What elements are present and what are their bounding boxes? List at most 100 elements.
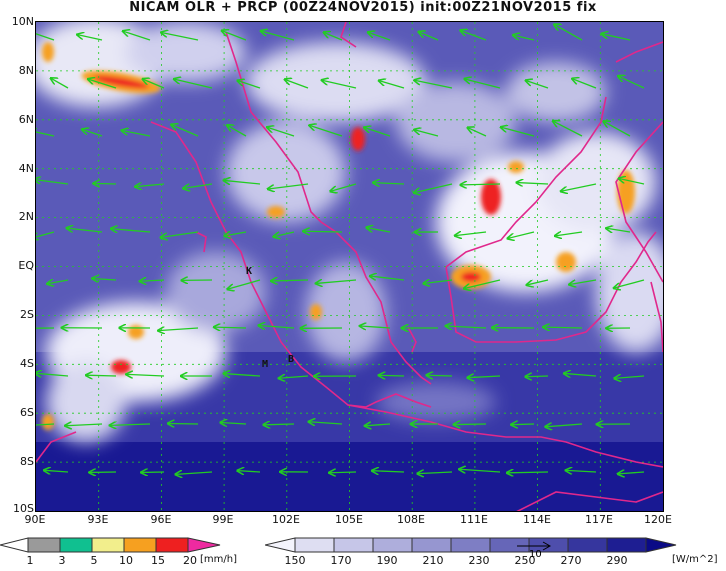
- wind-vector-arrow: [553, 121, 583, 137]
- wind-vector-arrow: [360, 326, 391, 328]
- wind-vector-arrow: [459, 469, 501, 472]
- wind-vector-arrow: [461, 184, 501, 185]
- wind-vector-arrow: [222, 31, 247, 41]
- olr-tick: 290: [606, 554, 628, 567]
- wind-vector-arrow: [618, 76, 645, 89]
- wind-vector-arrow: [364, 127, 391, 137]
- wind-vector-arrow: [427, 375, 453, 376]
- wind-vector-arrow: [228, 279, 261, 289]
- wind-vector-arrow: [367, 228, 391, 232]
- precip-tick: 3: [58, 554, 66, 567]
- wind-vector-arrow: [329, 472, 357, 473]
- wind-vector-arrow: [82, 129, 103, 137]
- olr-tick: 270: [560, 554, 582, 567]
- wind-vector-arrow: [455, 232, 487, 236]
- wind-vector-arrow: [36, 231, 55, 238]
- wind-vector-arrow: [454, 424, 487, 425]
- olr-colorbar-segment: [411, 537, 452, 553]
- olr-tick: 170: [330, 554, 352, 567]
- wind-vector-arrow: [614, 279, 645, 288]
- lon-label: 105E: [335, 513, 363, 526]
- cloud-field: [36, 22, 663, 442]
- wind-vector-arrow: [274, 231, 295, 237]
- wind-vector-arrow: [224, 180, 261, 184]
- wind-vector-arrow: [513, 35, 535, 41]
- olr-colorbar-high-arrow: [645, 537, 677, 553]
- wind-vector-arrow: [543, 327, 583, 328]
- wind-vector-arrow: [324, 32, 343, 41]
- lat-label: 10N: [11, 15, 34, 28]
- wind-vector-arrow: [214, 327, 247, 328]
- lon-label: 120E: [644, 513, 672, 526]
- wind-vector-arrow: [279, 376, 309, 378]
- wind-vector-arrow: [414, 183, 453, 193]
- olr-tick: 190: [376, 554, 398, 567]
- wind-vector-arrow: [221, 423, 247, 424]
- wind-vector-arrow: [174, 79, 213, 89]
- wind-vector-arrow: [508, 231, 535, 238]
- olr-colorbar-segments: [264, 537, 677, 553]
- precip-colorbar-arrows: [0, 537, 221, 553]
- wind-vector-arrow: [261, 31, 295, 41]
- wind-vector-arrow: [602, 34, 631, 41]
- wind-vector-arrow: [123, 31, 151, 41]
- olr-colorbar: [264, 537, 695, 553]
- lat-label: 4N: [18, 162, 34, 175]
- wind-vectors: [36, 25, 645, 475]
- wind-vector-arrow: [259, 325, 295, 328]
- olr-colorbar-low-arrow: [264, 537, 296, 553]
- wind-vector-arrow: [65, 424, 103, 426]
- olr-colorbar-segment: [450, 537, 491, 553]
- wind-vector-arrow: [604, 121, 631, 137]
- precip-colorbar: [0, 537, 221, 553]
- precip-tick: 1: [26, 554, 34, 567]
- wind-vector-arrow: [271, 280, 309, 281]
- olr-tick: 250: [514, 554, 536, 567]
- wind-vector-arrow: [264, 424, 295, 425]
- wind-vector-arrow: [309, 422, 343, 424]
- wind-vector-arrow: [238, 81, 261, 89]
- lat-label: 4S: [20, 357, 34, 370]
- lon-label: 108E: [397, 513, 425, 526]
- wind-vector-arrow: [67, 228, 103, 232]
- lat-label: 2N: [18, 210, 34, 223]
- lon-label: 117E: [585, 513, 613, 526]
- wind-vector-arrow: [161, 231, 199, 237]
- wind-vector-arrow: [615, 376, 645, 378]
- wind-vector-arrow: [227, 125, 247, 137]
- wind-vector-arrow: [92, 278, 117, 280]
- wind-vector-arrow: [161, 32, 199, 41]
- wind-vector-arrow: [511, 424, 535, 425]
- wind-vector-arrow: [379, 81, 405, 89]
- precip-tick: 5: [90, 554, 98, 567]
- lon-label: 93E: [87, 513, 109, 526]
- wind-vector-arrow: [88, 79, 117, 89]
- olr-colorbar-segment: [372, 537, 413, 553]
- olr-colorbar-segment: [294, 537, 335, 553]
- olr-tick: 150: [284, 554, 306, 567]
- map-canvas: K M B: [36, 22, 663, 511]
- wind-vector-arrow: [517, 183, 549, 184]
- wind-vector-arrow: [238, 471, 261, 472]
- wind-vector-arrow: [268, 183, 309, 189]
- lat-label: 2S: [20, 308, 34, 321]
- wind-vector-arrow: [158, 328, 199, 331]
- olr-tick: 230: [468, 554, 490, 567]
- wind-vector-arrow: [418, 472, 453, 474]
- wind-vector-arrow: [464, 279, 501, 288]
- wind-vector-arrow: [446, 326, 487, 328]
- reference-vector: 10: [517, 541, 552, 558]
- wind-vector-arrow: [111, 229, 151, 232]
- wind-vector-arrow: [618, 472, 645, 474]
- wind-vector-arrow: [44, 470, 69, 472]
- wind-vector-arrow: [77, 35, 103, 41]
- station-k-label: K: [246, 266, 252, 277]
- lon-label: 96E: [150, 513, 172, 526]
- wind-vector-arrow: [36, 180, 69, 185]
- wind-vector-arrow: [566, 470, 597, 472]
- wind-vector-arrow: [94, 183, 117, 184]
- wind-vector-arrow: [461, 30, 487, 41]
- precip-tick: 20: [183, 554, 197, 567]
- wind-vector-arrow: [143, 79, 165, 89]
- wind-vector-arrow: [373, 183, 405, 184]
